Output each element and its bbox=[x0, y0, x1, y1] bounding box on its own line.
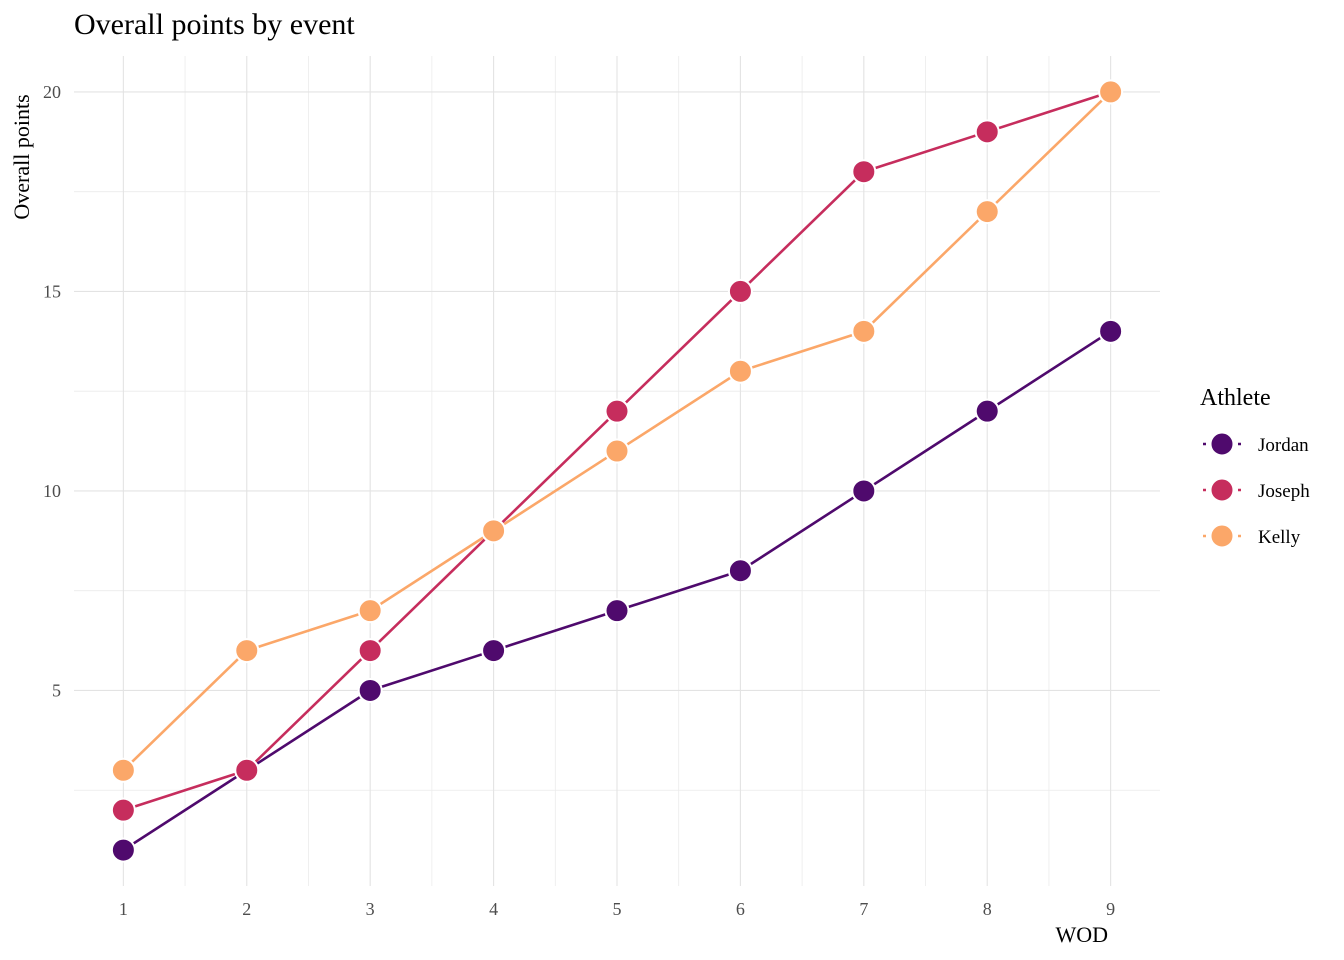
data-point-joseph bbox=[234, 757, 260, 783]
x-tick-label: 3 bbox=[366, 899, 375, 919]
data-point-kelly bbox=[1098, 79, 1124, 105]
data-point-kelly bbox=[481, 518, 507, 544]
x-tick-label: 7 bbox=[859, 899, 868, 919]
legend-title: Athlete bbox=[1200, 385, 1271, 411]
legend-key-point bbox=[1209, 523, 1235, 549]
data-point-jordan bbox=[974, 398, 1000, 424]
x-tick-label: 9 bbox=[1106, 899, 1115, 919]
y-axis-title: Overall points bbox=[9, 94, 34, 219]
x-tick-label: 8 bbox=[983, 899, 992, 919]
data-point-jordan bbox=[481, 638, 507, 664]
data-point-kelly bbox=[110, 757, 136, 783]
data-point-joseph bbox=[851, 159, 877, 185]
data-point-kelly bbox=[974, 199, 1000, 225]
data-point-kelly bbox=[727, 358, 753, 384]
y-axis-ticks: 5 10 15 20 bbox=[43, 82, 61, 701]
y-tick-label: 5 bbox=[52, 680, 61, 700]
chart-title: Overall points by event bbox=[74, 8, 355, 41]
x-tick-label: 4 bbox=[489, 899, 498, 919]
data-point-joseph bbox=[974, 119, 1000, 145]
y-tick-label: 15 bbox=[43, 281, 61, 301]
legend: Athlete Jordan Joseph Kelly bbox=[1200, 385, 1310, 549]
legend-label-jordan: Jordan bbox=[1258, 435, 1309, 456]
data-point-jordan bbox=[1098, 318, 1124, 344]
legend-label-kelly: Kelly bbox=[1258, 527, 1301, 548]
data-point-jordan bbox=[357, 677, 383, 703]
series-points bbox=[110, 79, 1124, 863]
x-tick-label: 2 bbox=[242, 899, 251, 919]
data-point-kelly bbox=[234, 638, 260, 664]
data-point-joseph bbox=[727, 278, 753, 304]
data-point-joseph bbox=[604, 398, 630, 424]
data-point-kelly bbox=[851, 318, 877, 344]
data-point-kelly bbox=[357, 598, 383, 624]
gridlines bbox=[74, 56, 1160, 886]
legend-items: Jordan Joseph Kelly bbox=[1203, 431, 1310, 549]
legend-key-point bbox=[1209, 477, 1235, 503]
data-point-jordan bbox=[851, 478, 877, 504]
data-point-jordan bbox=[727, 558, 753, 584]
data-point-joseph bbox=[110, 797, 136, 823]
x-axis-title: WOD bbox=[1055, 922, 1108, 947]
x-tick-label: 5 bbox=[613, 899, 622, 919]
data-point-jordan bbox=[110, 837, 136, 863]
x-axis-ticks: 1 2 3 4 5 6 7 8 9 bbox=[119, 899, 1115, 919]
x-tick-label: 6 bbox=[736, 899, 745, 919]
legend-label-joseph: Joseph bbox=[1258, 481, 1310, 502]
data-point-joseph bbox=[357, 638, 383, 664]
data-point-jordan bbox=[604, 598, 630, 624]
legend-key-point bbox=[1209, 431, 1235, 457]
y-tick-label: 20 bbox=[43, 82, 61, 102]
y-tick-label: 10 bbox=[43, 481, 61, 501]
data-point-kelly bbox=[604, 438, 630, 464]
x-tick-label: 1 bbox=[119, 899, 128, 919]
